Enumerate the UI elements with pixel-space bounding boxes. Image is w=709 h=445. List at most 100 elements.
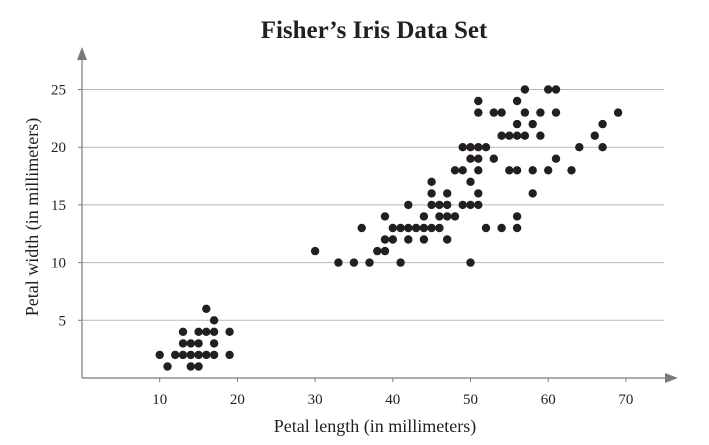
data-point <box>474 154 483 163</box>
data-point <box>171 350 180 360</box>
data-point <box>489 154 498 163</box>
y-tick-label: 25 <box>51 83 66 99</box>
data-point <box>178 339 188 348</box>
ticks: 5 10 15 20 25 10 20 30 40 50 60 70 <box>51 83 633 409</box>
data-point <box>194 339 203 348</box>
y-tick-label: 10 <box>51 256 66 272</box>
data-point <box>497 223 506 233</box>
data-point <box>334 258 343 267</box>
data-point <box>598 119 607 129</box>
data-point <box>186 339 195 348</box>
data-point <box>194 362 203 371</box>
data-point <box>544 85 553 94</box>
data-point <box>209 327 219 336</box>
data-point <box>209 339 219 348</box>
data-point <box>466 258 475 267</box>
data-point <box>512 212 522 221</box>
data-point <box>388 235 397 244</box>
data-point <box>411 223 421 233</box>
data-point <box>505 131 514 140</box>
data-point <box>590 131 599 140</box>
data-point <box>481 223 491 233</box>
data-point <box>481 143 491 152</box>
data-point <box>419 223 429 233</box>
data-point <box>373 246 382 256</box>
data-point <box>388 223 397 233</box>
y-tick-label: 5 <box>59 313 67 329</box>
data-point <box>155 350 164 360</box>
data-point <box>512 96 522 106</box>
data-point <box>512 223 522 233</box>
data-point <box>404 223 413 233</box>
y-tick-label: 20 <box>51 140 66 156</box>
data-point <box>178 350 188 360</box>
data-point <box>225 327 234 336</box>
y-axis-label: Petal width (in millimeters) <box>22 118 43 316</box>
data-point <box>474 96 483 106</box>
y-tick-label: 15 <box>51 198 66 214</box>
data-point <box>474 143 483 152</box>
data-point <box>396 258 405 267</box>
data-point <box>575 143 584 152</box>
data-point <box>567 166 576 175</box>
data-point <box>520 85 530 94</box>
y-axis-arrow <box>77 47 87 60</box>
data-point <box>202 350 211 360</box>
data-point <box>163 362 172 371</box>
data-point <box>512 166 522 175</box>
data-point <box>419 212 429 221</box>
data-point <box>450 166 460 175</box>
data-point <box>194 350 203 360</box>
data-point <box>544 166 553 175</box>
data-point <box>551 108 561 117</box>
data-point <box>357 223 366 233</box>
data-point <box>427 177 436 186</box>
data-point <box>427 223 436 233</box>
data-point <box>474 200 483 210</box>
data-point <box>435 223 444 233</box>
data-point <box>489 108 498 117</box>
data-point <box>404 235 413 244</box>
data-point <box>528 166 537 175</box>
data-point <box>365 258 374 267</box>
x-tick-label: 60 <box>541 392 556 408</box>
x-tick-label: 10 <box>152 392 167 408</box>
data-point <box>225 350 234 360</box>
x-tick-label: 30 <box>308 392 323 408</box>
x-tick-label: 50 <box>463 392 478 408</box>
data-point <box>474 108 483 117</box>
data-point <box>186 362 195 371</box>
data-point <box>466 154 475 163</box>
axes <box>77 47 678 383</box>
gridlines <box>82 89 664 321</box>
data-point <box>458 166 467 175</box>
data-point <box>474 166 483 175</box>
data-point <box>536 131 545 140</box>
data-point <box>528 189 537 198</box>
x-tick-label: 40 <box>385 392 400 408</box>
data-point <box>512 131 522 140</box>
data-point <box>427 189 436 198</box>
data-point <box>404 200 413 210</box>
data-point <box>419 235 429 244</box>
data-point <box>551 85 561 94</box>
data-point <box>613 108 623 117</box>
data-point <box>435 200 444 210</box>
data-point <box>520 108 530 117</box>
data-point <box>443 200 452 210</box>
data-point <box>458 143 467 152</box>
data-point <box>310 246 320 256</box>
data-point <box>505 166 514 175</box>
data-point <box>458 200 467 210</box>
x-tick-label: 70 <box>618 392 633 408</box>
data-point <box>349 258 359 267</box>
data-point <box>435 212 444 221</box>
data-point <box>497 108 506 117</box>
data-point <box>443 212 452 221</box>
data-point <box>186 350 195 360</box>
x-tick-label: 20 <box>230 392 245 408</box>
data-point <box>450 212 460 221</box>
chart-title: Fisher’s Iris Data Set <box>261 17 488 44</box>
data-point <box>528 119 537 129</box>
